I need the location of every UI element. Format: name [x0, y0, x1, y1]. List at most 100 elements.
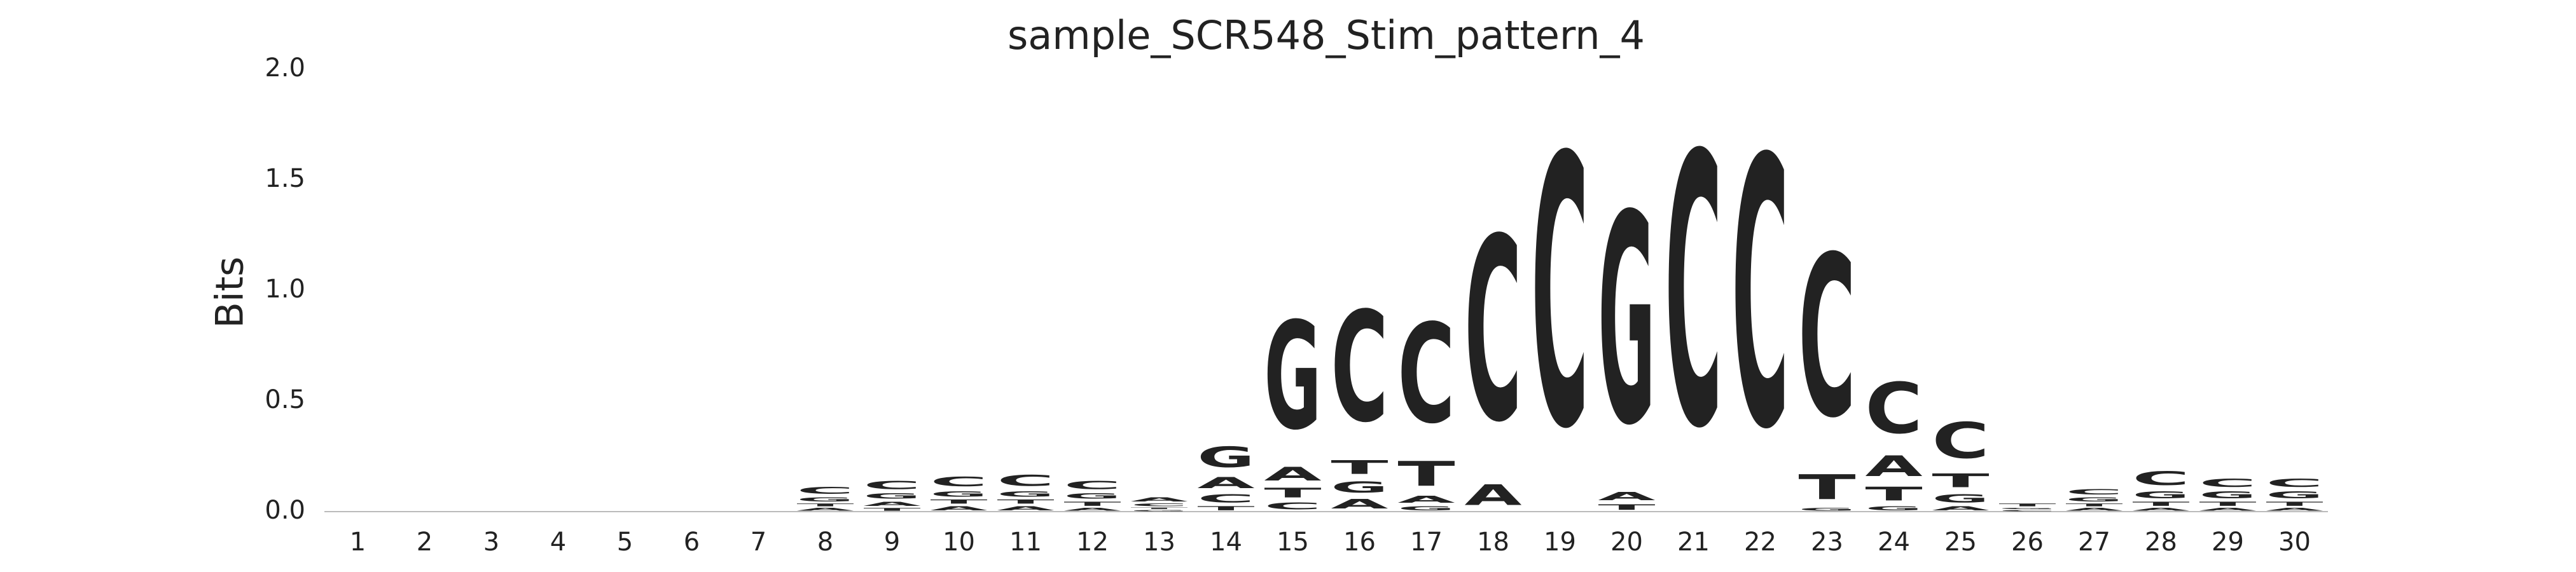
letter: A	[863, 501, 920, 507]
x-tick-label: 25	[1944, 528, 1977, 557]
letter: T	[863, 507, 920, 512]
x-tick-label: 20	[1610, 528, 1643, 557]
letter: G	[2065, 496, 2122, 503]
letter: G	[1865, 505, 1922, 512]
letter: A	[1598, 489, 1656, 503]
letter: G	[1798, 507, 1855, 512]
x-tick-label: 9	[884, 528, 900, 557]
letter: A	[2065, 507, 2122, 512]
letter: G	[1130, 510, 1188, 512]
letter: A	[1464, 479, 1521, 512]
letter: C	[1397, 296, 1455, 454]
letter: C	[1531, 79, 1588, 510]
letter: C	[1932, 413, 1989, 470]
x-tick-label: 26	[2011, 528, 2044, 557]
x-tick-label: 2	[417, 528, 433, 557]
x-tick-label: 17	[1410, 528, 1443, 557]
letter: T	[1998, 503, 2056, 507]
letter: T	[1197, 505, 1254, 512]
letter: T	[2266, 501, 2323, 507]
letter: A	[930, 505, 987, 512]
letter: A	[1063, 507, 1121, 512]
x-tick-label: 23	[1811, 528, 1843, 557]
letter: T	[2065, 503, 2122, 507]
letter: C	[1665, 76, 1722, 510]
x-tick-label: 19	[1544, 528, 1576, 557]
letter: C	[796, 485, 854, 496]
letter: T	[1397, 454, 1455, 494]
letter: G	[1264, 290, 1321, 463]
letter: A	[2132, 507, 2189, 512]
letter: T	[2132, 501, 2189, 507]
letter: G	[1998, 507, 2056, 509]
letter: C	[2065, 487, 2122, 496]
letter: A	[796, 507, 854, 512]
x-tick-label: 1	[350, 528, 366, 557]
y-tick-label: 2.0	[265, 53, 305, 83]
x-tick-label: 7	[751, 528, 766, 557]
x-tick-label: 6	[684, 528, 700, 557]
chart-title: sample_SCR548_Stim_pattern_4	[1008, 12, 1645, 58]
letter: G	[2266, 489, 2323, 500]
letter: A	[2199, 507, 2256, 512]
x-tick-label: 13	[1143, 528, 1175, 557]
x-tick-label: 3	[483, 528, 499, 557]
letter: C	[1998, 510, 2056, 512]
y-tick-label: 1.5	[265, 164, 305, 193]
x-tick-label: 10	[943, 528, 975, 557]
letter: T	[997, 498, 1054, 505]
x-tick-label: 8	[817, 528, 833, 557]
letter: A	[1932, 505, 1989, 512]
x-tick-label: 16	[1343, 528, 1376, 557]
letter: G	[1197, 441, 1254, 474]
letter: A	[1197, 474, 1254, 492]
x-tick-label: 22	[1744, 528, 1776, 557]
letter: C	[1130, 503, 1188, 507]
letter: G	[2199, 489, 2256, 500]
letter: G	[1331, 479, 1388, 496]
letter: C	[863, 479, 920, 492]
letter: C	[1865, 368, 1922, 449]
letter: A	[1865, 450, 1922, 483]
letter: C	[1264, 501, 1321, 512]
y-tick-label: 0.0	[265, 496, 305, 525]
x-tick-label: 12	[1076, 528, 1109, 557]
letter: A	[1264, 463, 1321, 486]
letter: A	[1331, 496, 1388, 512]
x-tick-label: 14	[1210, 528, 1242, 557]
y-tick-label: 1.0	[265, 275, 305, 304]
x-tick-label: 24	[1878, 528, 1910, 557]
letter: G	[2132, 489, 2189, 500]
letter: G	[997, 489, 1054, 498]
letter: C	[997, 472, 1054, 489]
letter: A	[2266, 507, 2323, 512]
letter: T	[1063, 501, 1121, 507]
y-axis-label: Bits	[208, 257, 253, 329]
letter: C	[1063, 479, 1121, 492]
letter: A	[997, 505, 1054, 512]
letter: G	[930, 489, 987, 498]
letter: C	[930, 474, 987, 489]
letter: T	[1932, 470, 1989, 492]
x-tick-label: 5	[617, 528, 633, 557]
x-tick-label: 28	[2145, 528, 2177, 557]
x-tick-label: 4	[550, 528, 566, 557]
x-tick-label: 21	[1677, 528, 1710, 557]
letter: G	[863, 492, 920, 501]
letter: C	[2199, 476, 2256, 489]
letter: C	[2132, 468, 2189, 490]
letter: G	[1932, 492, 1989, 505]
x-tick-label: 15	[1277, 528, 1309, 557]
y-tick-label: 0.5	[265, 385, 305, 414]
letter: T	[1331, 456, 1388, 479]
letter: T	[1130, 507, 1188, 509]
letter: C	[1331, 280, 1388, 456]
letter: A	[1397, 494, 1455, 505]
letter: G	[1397, 505, 1455, 512]
x-tick-label: 30	[2278, 528, 2311, 557]
letter: T	[930, 498, 987, 505]
letter: G	[1063, 492, 1121, 501]
letter: C	[1464, 186, 1521, 478]
letter: T	[1798, 467, 1855, 507]
